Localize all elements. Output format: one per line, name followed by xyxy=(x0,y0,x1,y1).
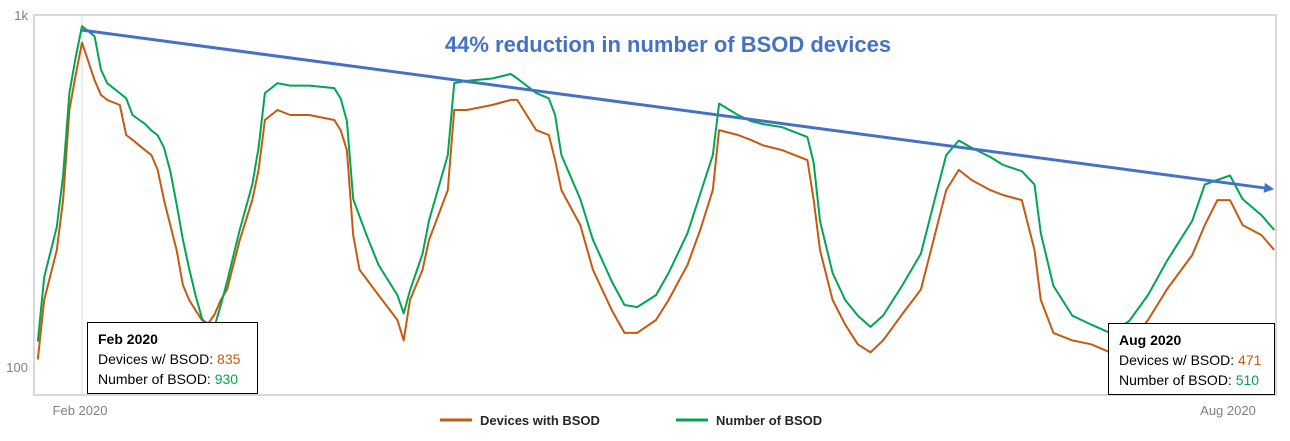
tooltip-title: Feb 2020 xyxy=(98,331,158,347)
tooltip-devices-value: 471 xyxy=(1238,352,1262,368)
tooltip-devices-value: 835 xyxy=(217,351,241,367)
x-tick-label: Aug 2020 xyxy=(1200,403,1256,418)
series-line-devices xyxy=(36,41,1275,360)
series-line-number xyxy=(36,25,1275,342)
tooltip-number-label: Number of BSOD: xyxy=(1119,372,1232,388)
trend-line xyxy=(81,28,1267,190)
y-tick-label: 1k xyxy=(14,8,28,23)
legend-label-number: Number of BSOD xyxy=(716,413,822,428)
legend: Devices with BSOD Number of BSOD xyxy=(440,413,822,428)
reduction-annotation: 44% reduction in number of BSOD devices xyxy=(445,32,891,57)
tooltip-number-label: Number of BSOD: xyxy=(98,371,211,387)
legend-label-devices: Devices with BSOD xyxy=(480,413,600,428)
tooltip-devices-label: Devices w/ BSOD: xyxy=(98,351,214,367)
x-tick-label: Feb 2020 xyxy=(53,403,108,418)
tooltip-devices-label: Devices w/ BSOD: xyxy=(1119,352,1235,368)
tooltip-number-value: 510 xyxy=(1235,372,1260,388)
tooltip-number-value: 930 xyxy=(214,371,239,387)
plot-area xyxy=(33,14,1277,396)
tooltip-feb-2020: Feb 2020 Devices w/ BSOD: 835 Number of … xyxy=(87,322,258,394)
trend-arrowhead-icon xyxy=(1263,182,1275,193)
tooltip-aug-2020: Aug 2020 Devices w/ BSOD: 471 Number of … xyxy=(1108,323,1275,395)
y-tick-label: 100 xyxy=(6,360,28,375)
tooltip-title: Aug 2020 xyxy=(1119,332,1182,348)
